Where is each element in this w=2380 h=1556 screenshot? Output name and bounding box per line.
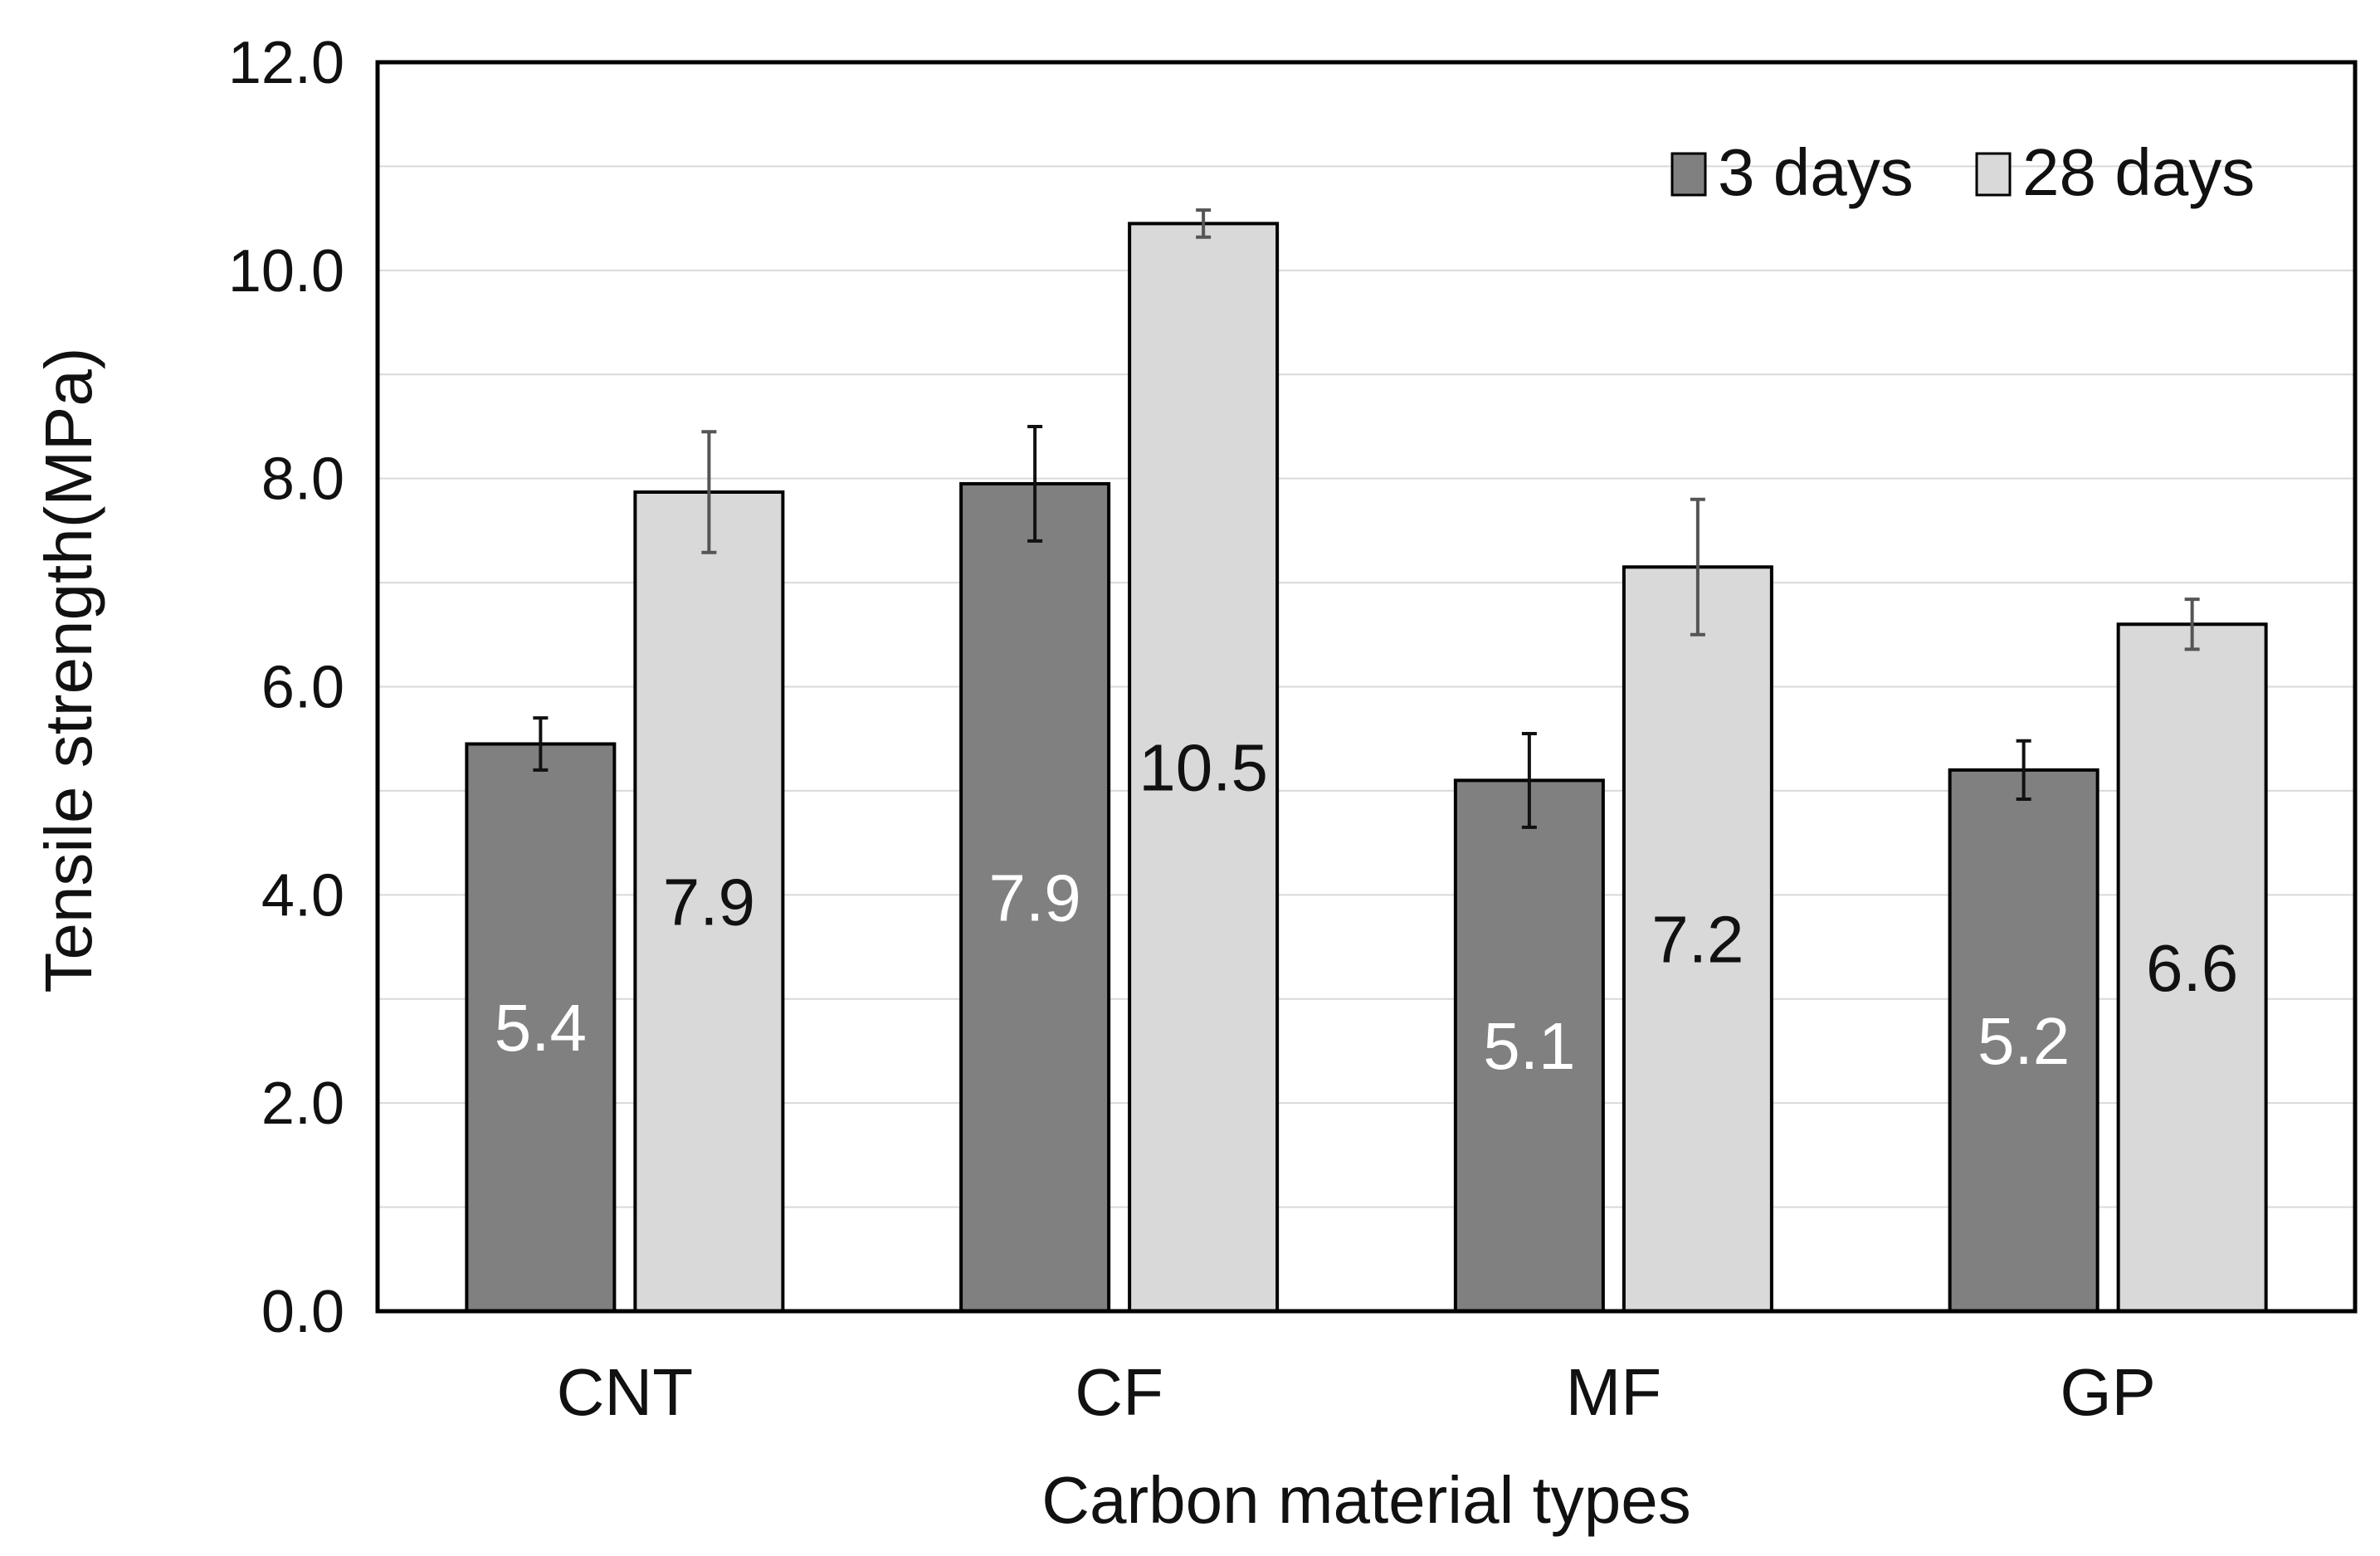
x-tick-label: MF — [1566, 1355, 1662, 1429]
data-label: 6.6 — [2146, 931, 2238, 1005]
bar-cnt-28-days — [633, 490, 785, 1313]
y-tick-label: 10.0 — [228, 238, 344, 305]
legend-label: 3 days — [1718, 135, 1914, 209]
data-label: 5.2 — [1978, 1004, 2070, 1078]
y-axis-title: Tensile strength(MPa) — [32, 347, 105, 993]
x-tick-label: GP — [2060, 1355, 2156, 1429]
x-axis-title: Carbon material types — [1041, 1463, 1691, 1537]
legend-swatch — [1670, 152, 1707, 197]
data-label: 5.1 — [1483, 1009, 1575, 1083]
bar-cnt-3-days — [465, 742, 617, 1313]
y-tick-label: 0.0 — [261, 1279, 344, 1345]
y-tick-label: 6.0 — [261, 655, 344, 721]
y-tick-label: 4.0 — [261, 862, 344, 929]
error-bars — [533, 208, 2200, 829]
bar-cf-3-days — [959, 481, 1111, 1313]
bar-gp-28-days — [2116, 622, 2268, 1313]
legend: 3 days 28 days — [1670, 135, 2255, 209]
y-tick-label: 2.0 — [261, 1071, 344, 1137]
y-tick-label: 12.0 — [228, 30, 344, 96]
x-tick-label: CF — [1075, 1355, 1163, 1429]
y-tick-label: 8.0 — [261, 446, 344, 513]
data-label: 10.5 — [1139, 731, 1268, 805]
bars — [465, 222, 2268, 1313]
data-label: 7.9 — [989, 861, 1081, 934]
data-label: 7.2 — [1651, 903, 1744, 977]
axes: 0.0 2.0 4.0 6.0 8.0 10.0 12.0 CNT CF MF GP — [228, 30, 2358, 1429]
legend-label: 28 days — [2022, 135, 2255, 209]
x-tick-label: CNT — [557, 1355, 693, 1429]
bar-cf-28-days — [1128, 222, 1280, 1313]
plot-frame — [375, 60, 2358, 1314]
bar-mf-3-days — [1453, 778, 1605, 1313]
data-label: 7.9 — [663, 865, 755, 939]
legend-swatch — [1975, 152, 2012, 197]
data-label: 5.4 — [495, 991, 587, 1065]
data-labels: 5.4 7.9 7.9 10.5 5.1 7.2 5.2 6.6 — [495, 731, 2238, 1083]
